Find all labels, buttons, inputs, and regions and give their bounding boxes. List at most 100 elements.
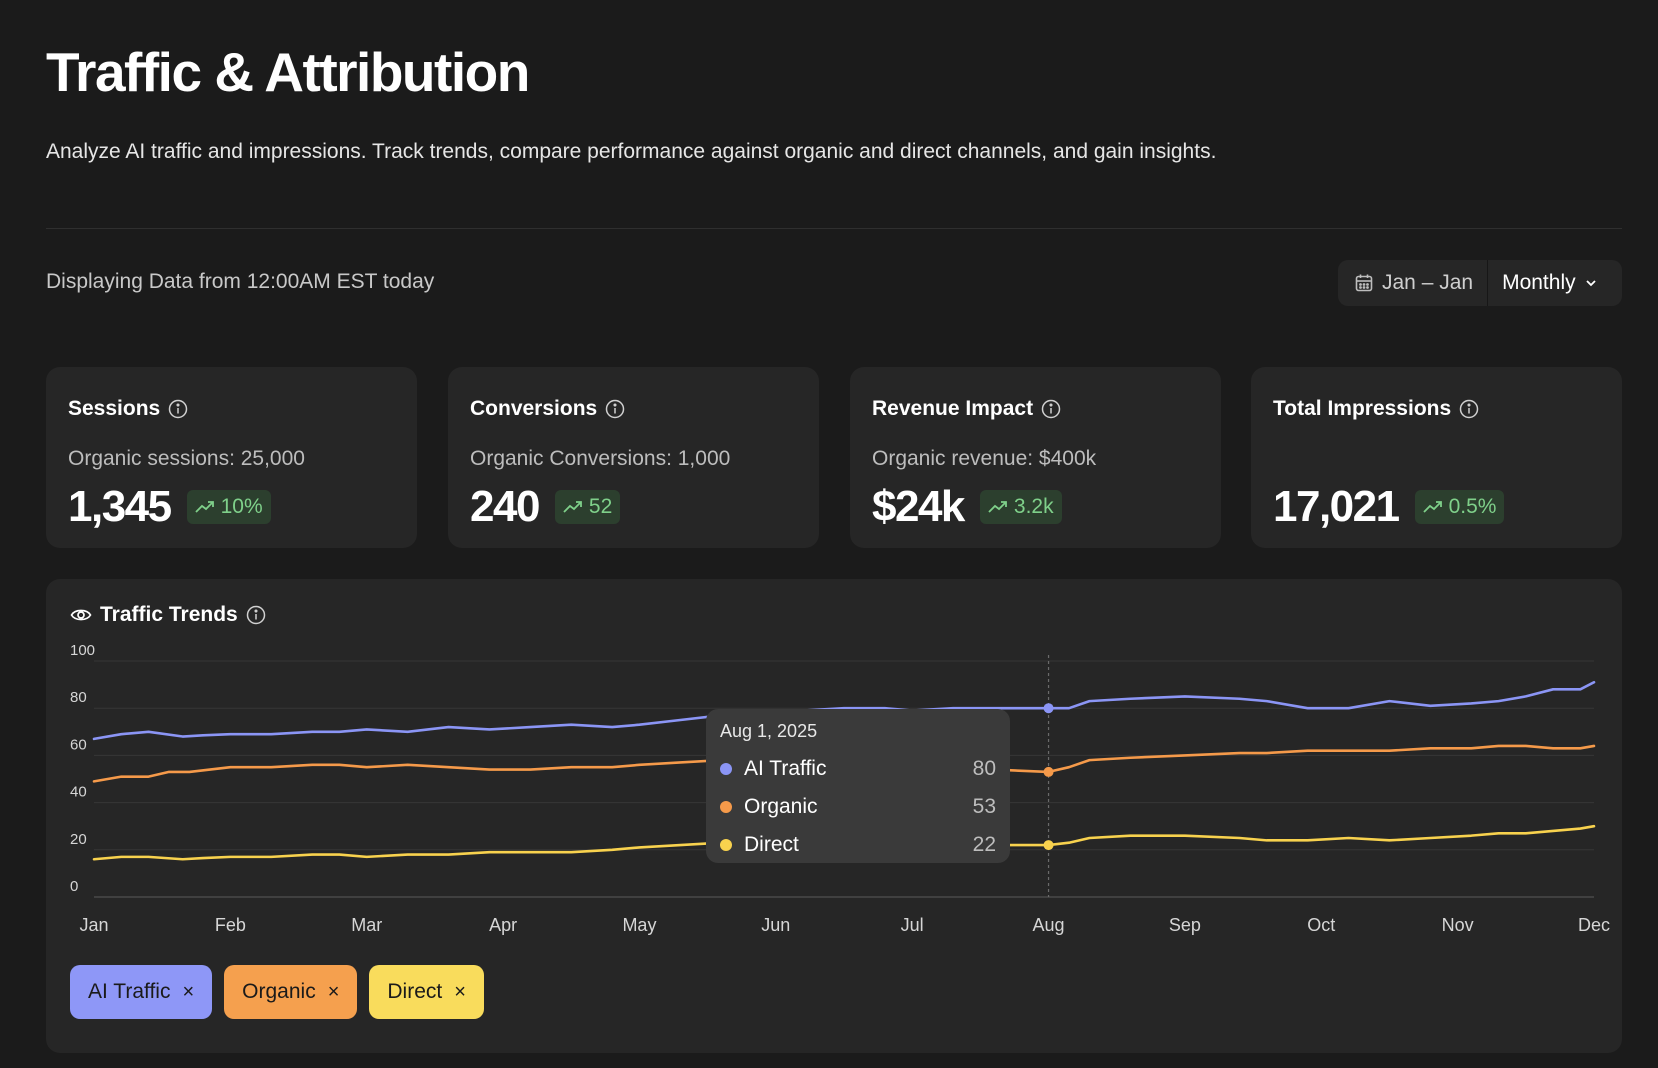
x-tick-label: Jul xyxy=(901,915,924,935)
trend-up-icon xyxy=(563,501,582,513)
card-value-row: $24k 3.2k xyxy=(872,482,1062,532)
x-tick-label: Feb xyxy=(215,915,246,935)
card-value: 17,021 xyxy=(1273,482,1400,531)
tooltip-row-organic: Organic 53 xyxy=(720,788,996,826)
page-subtitle: Analyze AI traffic and impressions. Trac… xyxy=(46,140,1217,163)
chevron-down-icon xyxy=(1585,280,1596,287)
x-tick-label: May xyxy=(622,915,656,935)
info-icon[interactable] xyxy=(1041,399,1061,419)
card-subtext: Organic sessions: 25,000 xyxy=(68,447,305,470)
eye-icon xyxy=(70,609,92,621)
revenue-impact-card: Revenue Impact Organic revenue: $400k $2… xyxy=(850,367,1221,548)
sessions-card: Sessions Organic sessions: 25,000 1,345 … xyxy=(46,367,417,548)
trend-up-icon xyxy=(194,501,214,513)
card-title-text: Conversions xyxy=(470,397,598,420)
card-subtext: Organic Conversions: 1,000 xyxy=(470,447,731,470)
tooltip-row-direct: Direct 22 xyxy=(720,826,996,864)
y-tick-label: 100 xyxy=(70,642,95,659)
total-impressions-card: Total Impressions 17,021 0.5% xyxy=(1251,367,1622,548)
card-title-text: Revenue Impact xyxy=(872,397,1034,420)
tooltip-value: 53 xyxy=(972,795,996,818)
chip-organic[interactable]: Organic × xyxy=(224,965,358,1019)
displaying-data-label: Displaying Data from 12:00AM EST today xyxy=(46,270,435,293)
y-tick-label: 60 xyxy=(70,736,87,753)
chip-label: AI Traffic xyxy=(88,980,171,1003)
trend-up-icon xyxy=(988,501,1007,513)
date-range-control: Jan – Jan Monthly xyxy=(1338,260,1622,306)
card-value-row: 1,345 10% xyxy=(68,482,271,532)
x-tick-label: Jun xyxy=(761,915,790,935)
x-tick-label: Jan xyxy=(79,915,108,935)
delta-badge: 3.2k xyxy=(979,490,1062,524)
trend-up-icon xyxy=(1422,501,1442,513)
page-title: Traffic & Attribution xyxy=(46,41,530,103)
card-title-text: Total Impressions xyxy=(1273,397,1452,420)
calendar-icon xyxy=(1355,274,1373,292)
y-tick-label: 40 xyxy=(70,784,87,801)
chip-direct[interactable]: Direct × xyxy=(369,965,484,1019)
delta-value: 52 xyxy=(588,495,613,518)
x-tick-label: Sep xyxy=(1169,915,1201,935)
y-tick-label: 80 xyxy=(70,689,87,706)
tooltip-label: Direct xyxy=(744,833,799,856)
delta-value: 0.5% xyxy=(1448,495,1497,518)
delta-badge: 0.5% xyxy=(1414,490,1505,524)
card-title: Revenue Impact xyxy=(872,397,1061,421)
tooltip-row-ai-traffic: AI Traffic 80 xyxy=(720,750,996,788)
card-title: Conversions xyxy=(470,397,625,421)
trends-title: Traffic Trends xyxy=(70,603,266,627)
x-tick-label: Oct xyxy=(1307,915,1335,935)
x-tick-label: Mar xyxy=(351,915,382,935)
x-tick-label: Aug xyxy=(1033,915,1065,935)
chip-label: Organic xyxy=(242,980,316,1003)
card-value: 240 xyxy=(470,482,540,531)
delta-value: 10% xyxy=(220,495,263,518)
card-subtext: Organic revenue: $400k xyxy=(872,447,1097,470)
close-icon[interactable]: × xyxy=(327,980,340,1003)
delta-badge: 10% xyxy=(186,490,271,524)
card-value-row: 17,021 0.5% xyxy=(1273,482,1505,532)
granularity-label: Monthly xyxy=(1502,271,1576,294)
conversions-card: Conversions Organic Conversions: 1,000 2… xyxy=(448,367,819,548)
chip-ai-traffic[interactable]: AI Traffic × xyxy=(70,965,213,1019)
chip-label: Direct xyxy=(387,980,443,1003)
card-value: $24k xyxy=(872,482,965,531)
header-divider xyxy=(46,228,1622,229)
y-tick-label: 20 xyxy=(70,831,87,848)
organic-dot xyxy=(720,801,732,813)
info-icon[interactable] xyxy=(246,605,266,625)
card-title: Total Impressions xyxy=(1273,397,1479,421)
tooltip-value: 80 xyxy=(972,757,996,780)
info-icon[interactable] xyxy=(168,399,188,419)
card-title-text: Sessions xyxy=(68,397,161,420)
ai-traffic-dot xyxy=(720,763,732,775)
x-tick-label: Nov xyxy=(1442,915,1474,935)
card-title: Sessions xyxy=(68,397,188,421)
close-icon[interactable]: × xyxy=(182,980,195,1003)
series-filter-chips: AI Traffic × Organic × Direct × xyxy=(70,965,496,1019)
traffic-trends-panel: 0 20 40 60 80 100 Jan Feb Mar Apr May Jun Jul Aug Sep O… xyxy=(46,579,1622,1053)
date-range-picker[interactable]: Jan – Jan xyxy=(1338,260,1487,306)
direct-dot xyxy=(720,839,732,851)
trends-title-text: Traffic Trends xyxy=(100,603,238,626)
tooltip-label: Organic xyxy=(744,795,818,818)
direct-hover-point xyxy=(1043,840,1054,851)
info-icon[interactable] xyxy=(1459,399,1479,419)
delta-badge: 52 xyxy=(554,490,621,524)
card-value: 1,345 xyxy=(68,482,172,531)
range-separator xyxy=(1487,260,1489,306)
info-icon[interactable] xyxy=(605,399,625,419)
card-value-row: 240 52 xyxy=(470,482,621,532)
tooltip-label: AI Traffic xyxy=(744,757,827,780)
organic-hover-point xyxy=(1043,766,1054,777)
tooltip-date: Aug 1, 2025 xyxy=(720,721,818,741)
x-tick-label: Apr xyxy=(489,915,517,935)
close-icon[interactable]: × xyxy=(454,980,466,1003)
x-tick-label: Dec xyxy=(1578,915,1610,935)
y-tick-label: 0 xyxy=(70,878,78,895)
granularity-dropdown[interactable]: Monthly xyxy=(1488,260,1612,306)
ai-traffic-line xyxy=(92,680,1596,741)
date-range-label: Jan – Jan xyxy=(1382,271,1474,294)
tooltip-value: 22 xyxy=(972,833,996,856)
